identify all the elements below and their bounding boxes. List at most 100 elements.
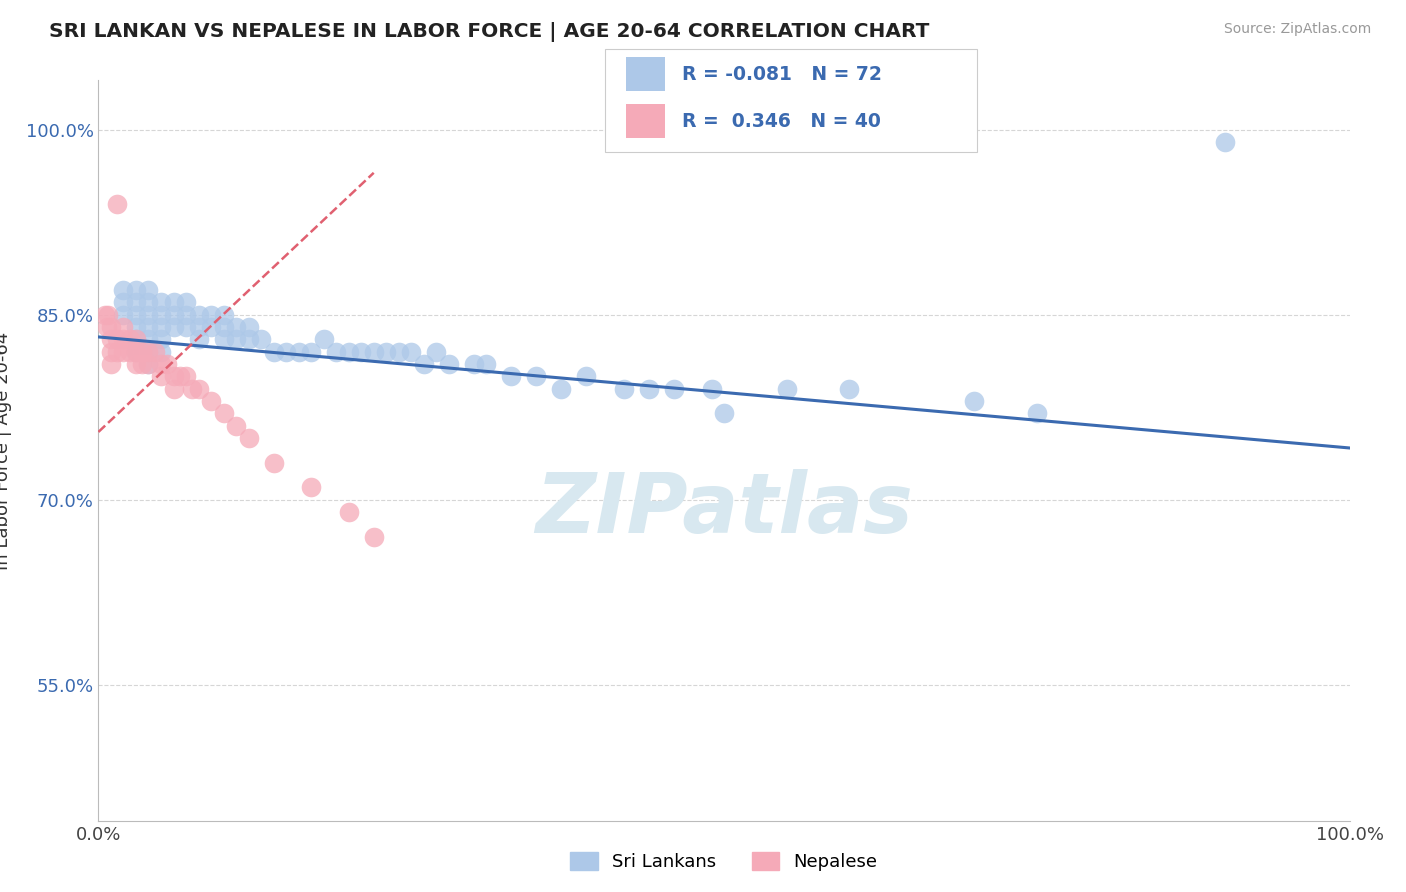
Point bbox=[143, 344, 166, 359]
Text: SRI LANKAN VS NEPALESE IN LABOR FORCE | AGE 20-64 CORRELATION CHART: SRI LANKAN VS NEPALESE IN LABOR FORCE | … bbox=[49, 22, 929, 42]
Point bbox=[118, 344, 141, 359]
Point bbox=[138, 283, 160, 297]
Point bbox=[212, 320, 235, 334]
Point bbox=[463, 357, 485, 371]
Point bbox=[125, 344, 148, 359]
Point bbox=[150, 369, 173, 384]
Point bbox=[200, 320, 222, 334]
Point bbox=[174, 295, 197, 310]
Point bbox=[325, 344, 347, 359]
Point bbox=[112, 308, 135, 322]
Point bbox=[112, 320, 135, 334]
Point bbox=[138, 320, 160, 334]
Point bbox=[162, 320, 184, 334]
Point bbox=[274, 344, 298, 359]
Point bbox=[187, 333, 209, 347]
Point bbox=[105, 333, 128, 347]
Point bbox=[138, 344, 160, 359]
Point bbox=[150, 344, 173, 359]
Point bbox=[125, 333, 148, 347]
Point bbox=[238, 333, 260, 347]
Text: Source: ZipAtlas.com: Source: ZipAtlas.com bbox=[1223, 22, 1371, 37]
Point bbox=[174, 308, 197, 322]
Point bbox=[963, 394, 986, 409]
Point bbox=[125, 308, 148, 322]
Point bbox=[174, 369, 197, 384]
Point bbox=[425, 344, 447, 359]
Point bbox=[187, 320, 209, 334]
Point bbox=[100, 344, 122, 359]
Point bbox=[437, 357, 460, 371]
Point bbox=[250, 333, 273, 347]
Point bbox=[100, 333, 122, 347]
Point bbox=[299, 344, 322, 359]
Point bbox=[375, 344, 398, 359]
Point bbox=[187, 308, 209, 322]
Point bbox=[131, 357, 153, 371]
Text: R = -0.081   N = 72: R = -0.081 N = 72 bbox=[682, 64, 882, 84]
Point bbox=[263, 456, 285, 470]
Point bbox=[150, 333, 173, 347]
Point bbox=[501, 369, 523, 384]
Point bbox=[412, 357, 434, 371]
Point bbox=[125, 344, 148, 359]
Point bbox=[312, 333, 335, 347]
Point bbox=[363, 344, 385, 359]
Point bbox=[1026, 407, 1049, 421]
Point bbox=[181, 382, 204, 396]
Point bbox=[112, 283, 135, 297]
Legend: Sri Lankans, Nepalese: Sri Lankans, Nepalese bbox=[564, 845, 884, 879]
Point bbox=[263, 344, 285, 359]
Point bbox=[662, 382, 685, 396]
Point bbox=[401, 344, 423, 359]
Point bbox=[212, 308, 235, 322]
Point bbox=[713, 407, 735, 421]
Point bbox=[112, 333, 135, 347]
Point bbox=[93, 308, 115, 322]
Point bbox=[475, 357, 498, 371]
Point bbox=[125, 357, 148, 371]
Text: R =  0.346   N = 40: R = 0.346 N = 40 bbox=[682, 112, 880, 131]
Point bbox=[363, 530, 385, 544]
Point bbox=[174, 320, 197, 334]
Point bbox=[225, 418, 247, 433]
Point bbox=[138, 308, 160, 322]
Point bbox=[200, 394, 222, 409]
Point bbox=[337, 344, 360, 359]
Point bbox=[225, 320, 247, 334]
Point bbox=[162, 308, 184, 322]
Point bbox=[125, 320, 148, 334]
Point bbox=[150, 357, 173, 371]
Point bbox=[131, 344, 153, 359]
Point bbox=[150, 308, 173, 322]
Point bbox=[169, 369, 191, 384]
Point bbox=[138, 344, 160, 359]
Point bbox=[776, 382, 799, 396]
Point bbox=[613, 382, 636, 396]
Point bbox=[187, 382, 209, 396]
Point bbox=[1213, 135, 1236, 149]
Point bbox=[150, 295, 173, 310]
Text: ZIPatlas: ZIPatlas bbox=[536, 469, 912, 550]
Point bbox=[212, 407, 235, 421]
Point bbox=[575, 369, 598, 384]
Point bbox=[388, 344, 411, 359]
Point bbox=[138, 357, 160, 371]
Point bbox=[112, 295, 135, 310]
Point bbox=[150, 320, 173, 334]
Point bbox=[105, 344, 128, 359]
Point bbox=[125, 295, 148, 310]
Point bbox=[162, 295, 184, 310]
Point bbox=[125, 333, 148, 347]
Point bbox=[299, 481, 322, 495]
Point bbox=[212, 333, 235, 347]
Point bbox=[225, 333, 247, 347]
Point bbox=[97, 308, 120, 322]
Point bbox=[156, 357, 179, 371]
Point bbox=[524, 369, 547, 384]
Point bbox=[138, 357, 160, 371]
Point bbox=[105, 196, 128, 211]
Point bbox=[638, 382, 661, 396]
Point bbox=[238, 320, 260, 334]
Point bbox=[96, 320, 118, 334]
